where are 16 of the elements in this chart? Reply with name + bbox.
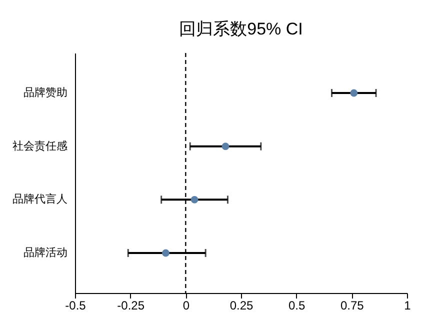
- point: [162, 249, 170, 257]
- point: [190, 196, 198, 204]
- chart-title: 回归系数95% CI: [179, 19, 303, 38]
- x-tick-label: 0.75: [340, 298, 364, 312]
- x-tick-label: 0.25: [230, 298, 254, 312]
- y-tick-label: 品牌赞助: [24, 86, 68, 99]
- x-tick-label: -0.5: [65, 298, 86, 312]
- x-tick-label: -0.25: [117, 298, 145, 312]
- y-tick-label: 社会责任感: [12, 139, 68, 152]
- point: [350, 89, 358, 97]
- x-tick-label: 0: [182, 298, 190, 312]
- y-tick-label: 品牌代言人: [12, 192, 68, 206]
- point: [222, 142, 230, 150]
- x-tick-label: 1: [404, 298, 412, 312]
- x-tick-label: 0.5: [288, 298, 306, 312]
- y-tick-label: 品牌活动: [24, 247, 68, 259]
